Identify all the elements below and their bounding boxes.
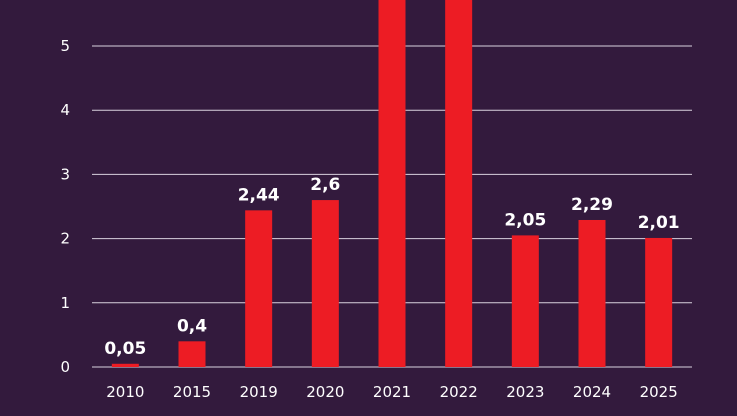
data-label-2015: 0,4 <box>177 316 207 336</box>
bar-2010 <box>111 363 139 367</box>
y-tick-label: 5 <box>60 37 70 55</box>
bar-2023 <box>511 235 539 367</box>
data-label-2023: 2,05 <box>504 210 546 230</box>
x-tick-label: 2019 <box>240 383 278 401</box>
x-tick-label: 2025 <box>640 383 678 401</box>
bar-2022 <box>445 0 473 368</box>
bar-2021 <box>378 0 406 368</box>
x-axis-ticks: 2010 2015 2019 2020 2021 2022 2023 2024 2025 <box>106 383 678 401</box>
data-label-2025: 2,01 <box>638 213 680 233</box>
bar-2020 <box>311 200 339 367</box>
data-label-2020: 2,6 <box>310 175 340 195</box>
bar-2024 <box>578 219 606 367</box>
x-tick-label: 2024 <box>573 383 611 401</box>
bar-2019 <box>245 210 273 367</box>
bar-layer <box>111 0 673 368</box>
y-tick-label: 1 <box>60 294 70 312</box>
data-label-2010: 0,05 <box>104 339 146 359</box>
y-tick-label: 4 <box>60 101 70 119</box>
y-tick-label: 0 <box>60 358 70 376</box>
bar-2015 <box>178 341 206 367</box>
data-label-2019: 2,44 <box>238 185 280 205</box>
y-tick-label: 3 <box>60 165 70 183</box>
x-tick-label: 2023 <box>506 383 544 401</box>
x-tick-label: 2010 <box>106 383 144 401</box>
data-label-layer: 0,05 0,4 2,44 2,6 2,05 2,29 2,01 <box>104 175 679 359</box>
bar-2025 <box>645 237 673 367</box>
x-tick-label: 2020 <box>306 383 344 401</box>
y-axis-ticks: 0 1 2 3 4 5 <box>60 37 70 376</box>
y-tick-label: 2 <box>60 230 70 248</box>
x-tick-label: 2022 <box>440 383 478 401</box>
x-tick-label: 2015 <box>173 383 211 401</box>
x-tick-label: 2021 <box>373 383 411 401</box>
data-label-2024: 2,29 <box>571 195 613 215</box>
